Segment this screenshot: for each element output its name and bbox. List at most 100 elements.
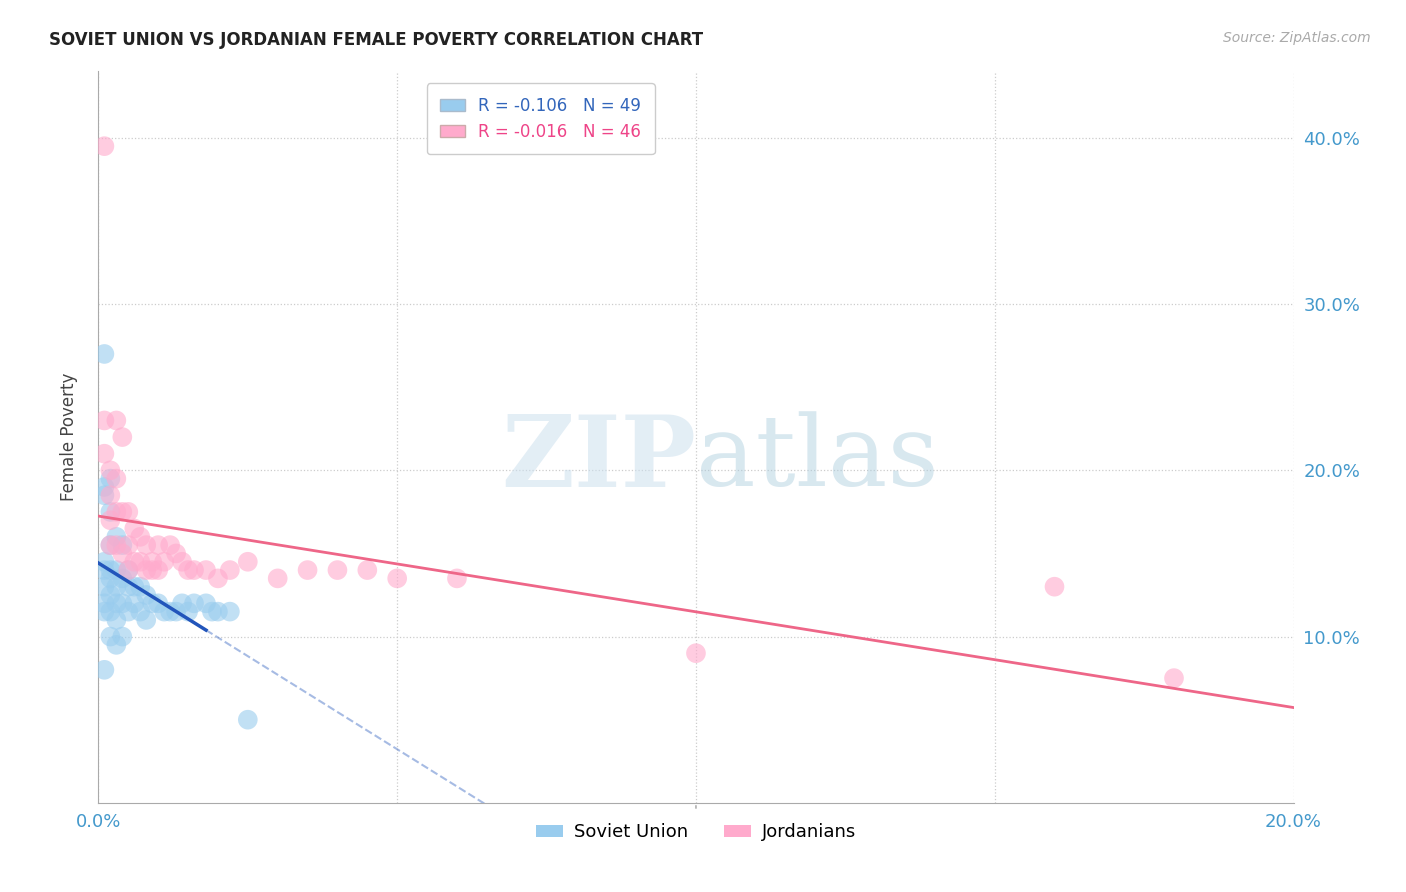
Point (98, 563, 122, 577)
Point (98, 513, 122, 527)
Point (141, 555, 163, 569)
Point (124, 555, 146, 569)
Point (111, 505, 134, 519)
Point (201, 605, 224, 619)
Point (98, 488, 122, 502)
Point (129, 555, 152, 569)
Point (105, 472, 128, 486)
Point (195, 596, 218, 610)
Point (98, 571, 122, 585)
Point (124, 596, 146, 610)
Point (148, 563, 170, 577)
Point (1043, 580, 1066, 594)
Point (141, 563, 163, 577)
Point (177, 563, 200, 577)
Point (93, 663, 115, 677)
Point (153, 605, 176, 619)
Point (129, 580, 152, 594)
Y-axis label: Female Poverty: Female Poverty (59, 373, 77, 501)
Point (135, 538, 157, 552)
Point (105, 413, 128, 427)
Point (172, 555, 194, 569)
Point (165, 546, 187, 560)
Point (117, 563, 139, 577)
Point (93, 347, 115, 361)
Point (98, 538, 122, 552)
Point (183, 596, 205, 610)
Point (117, 505, 139, 519)
Point (446, 571, 468, 585)
Point (135, 588, 157, 602)
Point (111, 430, 134, 444)
Point (141, 596, 163, 610)
Point (385, 571, 409, 585)
Point (105, 638, 128, 652)
Point (105, 563, 128, 577)
Point (111, 596, 134, 610)
Point (98, 630, 122, 644)
Point (105, 580, 128, 594)
Point (148, 596, 170, 610)
Point (93, 447, 115, 461)
Point (105, 613, 128, 627)
Point (1163, 671, 1185, 685)
Point (177, 605, 200, 619)
Point (93, 413, 115, 427)
Point (165, 605, 187, 619)
Point (326, 563, 349, 577)
Point (111, 538, 134, 552)
Point (93, 580, 115, 594)
Point (93, 605, 115, 619)
Point (98, 472, 122, 486)
Point (93, 596, 115, 610)
Point (267, 571, 290, 585)
Point (105, 505, 128, 519)
Point (117, 563, 139, 577)
Point (105, 530, 128, 544)
Point (135, 613, 157, 627)
Point (685, 646, 707, 660)
Point (111, 571, 134, 585)
Point (105, 538, 128, 552)
Point (93, 563, 115, 577)
Point (117, 538, 139, 552)
Legend: Soviet Union, Jordanians: Soviet Union, Jordanians (529, 816, 863, 848)
Point (124, 580, 146, 594)
Point (297, 563, 319, 577)
Point (98, 505, 122, 519)
Text: atlas: atlas (696, 411, 939, 507)
Point (153, 555, 176, 569)
Text: ZIP: ZIP (501, 410, 696, 508)
Point (117, 605, 139, 619)
Point (135, 563, 157, 577)
Point (219, 563, 242, 577)
Point (148, 538, 170, 552)
Point (129, 605, 152, 619)
Point (183, 563, 205, 577)
Point (111, 630, 134, 644)
Point (111, 546, 134, 560)
Point (93, 139, 115, 153)
Point (236, 555, 259, 569)
Point (195, 563, 218, 577)
Point (356, 563, 378, 577)
Point (93, 555, 115, 569)
Point (93, 480, 115, 494)
Point (236, 713, 259, 727)
Text: Source: ZipAtlas.com: Source: ZipAtlas.com (1223, 31, 1371, 45)
Point (124, 521, 146, 535)
Point (98, 588, 122, 602)
Point (93, 488, 115, 502)
Point (172, 596, 194, 610)
Point (207, 571, 229, 585)
Point (219, 605, 242, 619)
Point (98, 538, 122, 552)
Point (98, 463, 122, 477)
Point (207, 605, 229, 619)
Point (159, 538, 181, 552)
Point (159, 605, 181, 619)
Text: SOVIET UNION VS JORDANIAN FEMALE POVERTY CORRELATION CHART: SOVIET UNION VS JORDANIAN FEMALE POVERTY… (49, 31, 703, 49)
Point (129, 530, 152, 544)
Point (105, 596, 128, 610)
Point (117, 580, 139, 594)
